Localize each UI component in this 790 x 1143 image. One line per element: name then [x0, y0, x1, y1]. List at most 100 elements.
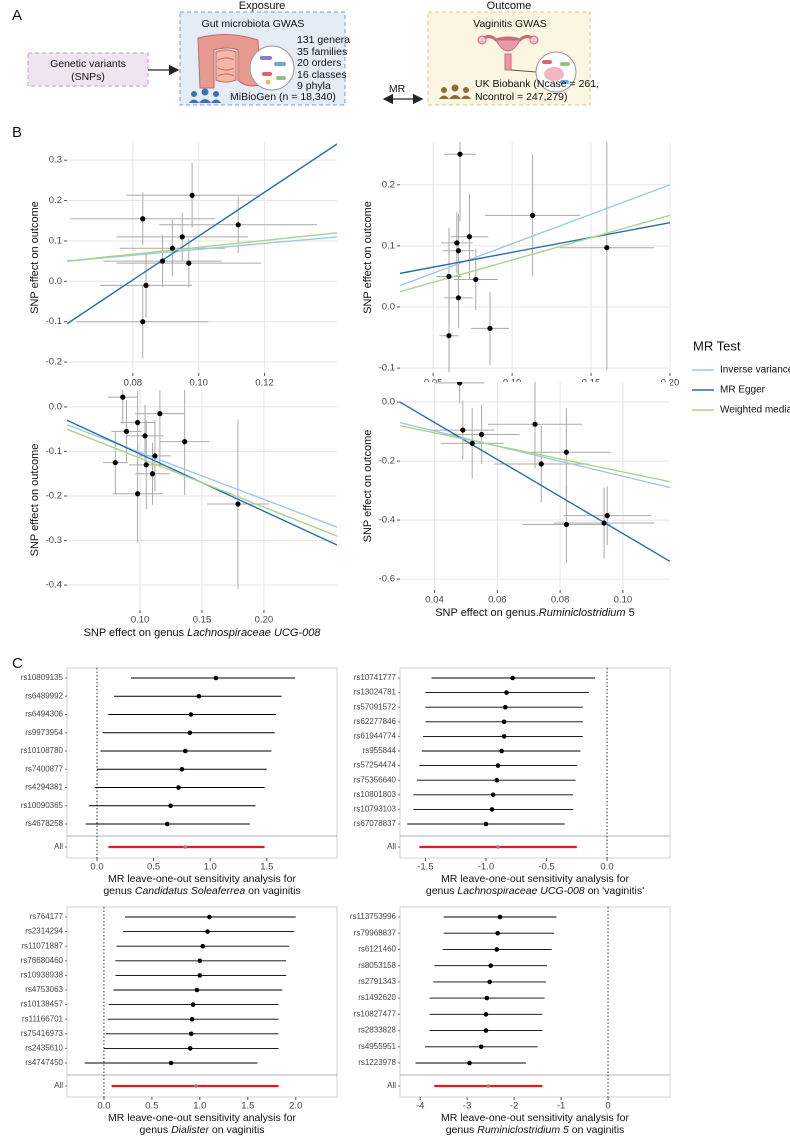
y-tick-label: 0.2 [382, 179, 395, 190]
point [187, 730, 193, 736]
y-tick-label: rs4294381 [25, 783, 63, 792]
x-tick-label: 0.10 [189, 378, 208, 389]
x-axis-title: MR leave-one-out sensitivity analysis fo… [108, 1112, 296, 1124]
label-part: MR leave-one-out sensitivity analysis fo… [108, 873, 296, 885]
panel-label: B [12, 124, 22, 141]
y-tick-label: rs9973954 [25, 728, 63, 737]
x-tick-label: 0.06 [488, 595, 507, 606]
y-tick-label: rs75416973 [21, 1029, 64, 1038]
point [194, 1084, 198, 1088]
label-part: MR leave-one-out sensitivity analysis fo… [108, 1112, 296, 1124]
y-tick-label: 0.3 [49, 155, 62, 166]
y-tick-label: rs8053158 [358, 961, 396, 970]
y-tick-label: rs67078837 [354, 819, 397, 828]
y-tick-label: rs2791343 [358, 977, 396, 986]
y-tick-label: 0.1 [49, 235, 62, 246]
point [487, 325, 493, 331]
regression-line [400, 221, 670, 275]
regression-line [400, 184, 670, 287]
point [183, 845, 188, 849]
point [497, 914, 503, 920]
x-axis-title: genus Candidatus Soleaferrea on vaginiti… [103, 885, 300, 897]
y-tick-label: -0.4 [46, 580, 62, 591]
y-tick-label: rs113753996 [350, 912, 397, 921]
regression-line [400, 401, 670, 562]
label-part: MR leave-one-out sensitivity analysis fo… [441, 873, 629, 885]
label-part: Dialister [171, 1124, 209, 1136]
y-tick-label: rs6494306 [25, 710, 63, 719]
y-axis-title: SNP effect on outcome [362, 201, 374, 314]
regression-line [400, 214, 670, 293]
point [134, 491, 141, 497]
y-tick-label: rs7400877 [25, 764, 63, 773]
point [152, 453, 158, 459]
point [469, 440, 475, 446]
y-tick-label: rs764177 [30, 912, 64, 921]
point [189, 1016, 195, 1022]
y-tick-label: 0.2 [49, 195, 62, 206]
x-tick-label: 1.0 [204, 862, 217, 873]
label-part: Candidatus Soleaferrea [135, 885, 245, 897]
label-part: genus [103, 885, 135, 897]
point [495, 930, 500, 936]
point [194, 987, 200, 993]
point [510, 675, 515, 681]
point [182, 439, 188, 445]
y-tick-label: rs2435610 [25, 1044, 63, 1053]
x-axis-title: MR leave-one-out sensitivity analysis fo… [108, 873, 296, 885]
point [604, 513, 610, 519]
point [186, 260, 192, 266]
label-part: Ruminiclostridium 5 [477, 1124, 569, 1136]
y-axis-title: SNP effect on outcome [29, 201, 41, 314]
x-tick-label: 0.0 [90, 862, 103, 873]
x-tick-label: -1.0 [478, 862, 494, 873]
y-tick-label: rs10801803 [354, 790, 397, 799]
point [157, 411, 163, 417]
exposure-stat: 9 phyla [297, 80, 331, 92]
marks [400, 142, 670, 373]
x-tick-label: 0.0 [600, 862, 613, 873]
y-tick-label: -0.2 [46, 357, 62, 368]
point [190, 1002, 196, 1007]
point [479, 431, 485, 438]
regression-line [67, 428, 337, 537]
y-tick-label: rs79968837 [354, 928, 397, 937]
exposure-stat: 20 orders [297, 57, 341, 69]
y-tick-label: rs10827477 [354, 1009, 397, 1018]
outcome-source: UK Biobank (Ncase = 261, [475, 78, 599, 90]
x-tick-label: 0 [605, 1101, 610, 1112]
y-axis-title: SNP effect on outcome [29, 444, 41, 557]
y-tick-label: rs10793103 [354, 805, 397, 814]
y-tick-label: rs57254474 [354, 761, 397, 770]
y-tick-label: -0.1 [46, 446, 62, 457]
x-tick-label: -1 [557, 1101, 565, 1112]
outcome-header: Outcome [487, 0, 532, 12]
exposure-header: Exposure [239, 0, 285, 12]
y-tick-label: rs13024781 [354, 688, 397, 697]
point [168, 803, 173, 809]
point [503, 704, 508, 710]
label-part: genus [140, 1124, 172, 1136]
y-tick-label: rs62277846 [354, 717, 397, 726]
outcome-source: Ncontrol = 247,279) [475, 91, 568, 103]
panel-label: A [12, 7, 22, 24]
point [196, 693, 202, 699]
label-part: 5 [626, 607, 635, 619]
legend-title: MR Test [693, 338, 741, 353]
label-part: on vaginitis [245, 885, 300, 897]
y-tick-label: rs10809135 [21, 673, 64, 682]
x-tick-label: 0.5 [147, 862, 160, 873]
y-tick-label: All [387, 842, 396, 851]
outcome-title: Vaginitis GWAS [473, 18, 547, 30]
legend: MR Test Inverse variance weighted MR Egge… [692, 338, 790, 416]
point [143, 462, 149, 468]
y-tick-label: 0.0 [382, 302, 395, 313]
label-part: genus [426, 885, 458, 897]
point [197, 973, 203, 978]
y-tick-label: -0.1 [379, 363, 395, 374]
point [530, 212, 536, 218]
y-tick-label: 0.0 [49, 401, 62, 412]
exposure-source: MiBioGen (n = 18,340) [230, 91, 336, 103]
point [486, 1084, 491, 1088]
